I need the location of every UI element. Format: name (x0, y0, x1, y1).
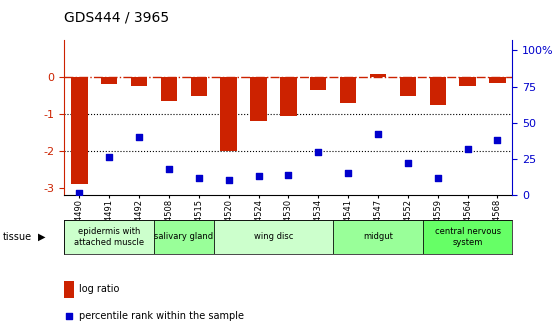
Bar (333, 220, 423, 254)
Bar (400, 77, 416, 95)
Point (344, 171, 353, 176)
Point (254, 173, 263, 179)
Point (284, 172, 293, 177)
Point (493, 137, 502, 143)
Point (134, 134, 143, 140)
Bar (459, 77, 476, 86)
Bar (250, 77, 267, 121)
Point (224, 178, 233, 183)
Bar (190, 77, 207, 95)
Text: GDS444 / 3965: GDS444 / 3965 (64, 10, 170, 24)
Bar (64, 281, 74, 298)
Bar (71, 77, 87, 184)
Bar (101, 77, 118, 84)
Bar (489, 77, 506, 83)
Point (75, 191, 84, 196)
Bar (64, 220, 154, 254)
Point (433, 175, 442, 180)
Bar (280, 77, 297, 116)
Bar (423, 220, 512, 254)
Point (403, 160, 412, 166)
Point (463, 146, 472, 151)
Bar (430, 77, 446, 105)
Point (65, 313, 74, 319)
Point (374, 131, 382, 137)
Bar (221, 77, 237, 151)
Text: salivary gland: salivary gland (155, 233, 213, 241)
Text: log ratio: log ratio (79, 284, 119, 294)
Point (194, 175, 203, 180)
Bar (370, 74, 386, 77)
Text: tissue: tissue (3, 232, 32, 242)
Text: central nervous
system: central nervous system (435, 227, 501, 247)
Bar (131, 77, 147, 86)
Bar (310, 77, 326, 90)
Text: percentile rank within the sample: percentile rank within the sample (79, 311, 244, 321)
Point (165, 166, 174, 172)
Point (105, 155, 114, 160)
Point (314, 149, 323, 154)
Text: ▶: ▶ (38, 232, 45, 242)
Bar (214, 220, 333, 254)
Text: midgut: midgut (363, 233, 393, 241)
Text: epidermis with
attached muscle: epidermis with attached muscle (74, 227, 144, 247)
Bar (340, 77, 356, 103)
Bar (154, 220, 214, 254)
Text: wing disc: wing disc (254, 233, 293, 241)
Bar (161, 77, 177, 101)
